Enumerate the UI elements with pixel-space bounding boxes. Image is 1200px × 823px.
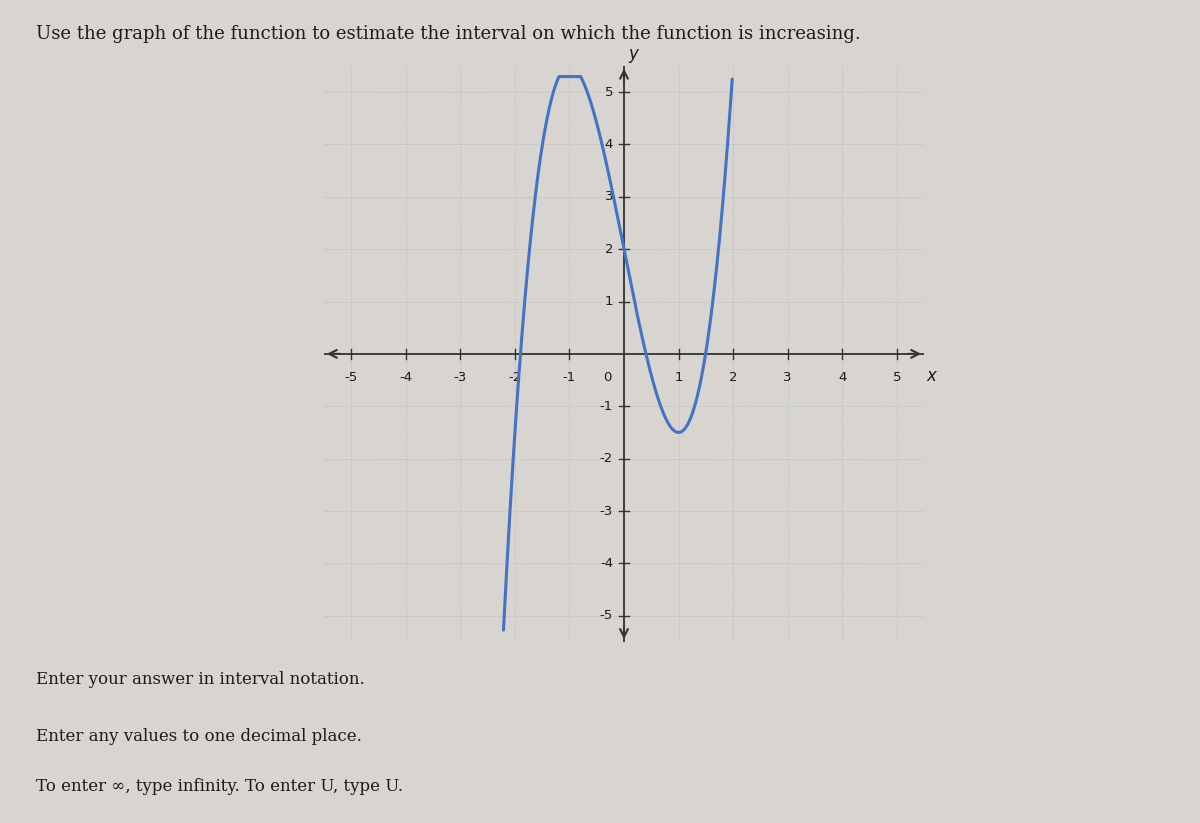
Text: 4: 4 [605, 138, 613, 151]
Text: 2: 2 [728, 370, 737, 384]
Text: y: y [629, 45, 638, 63]
Text: 1: 1 [605, 295, 613, 308]
Text: -5: -5 [344, 370, 358, 384]
Text: Enter your answer in interval notation.: Enter your answer in interval notation. [36, 671, 365, 688]
Text: -2: -2 [600, 452, 613, 465]
Text: 3: 3 [784, 370, 792, 384]
Text: 5: 5 [893, 370, 901, 384]
Text: -1: -1 [600, 400, 613, 413]
Text: 5: 5 [605, 86, 613, 99]
Text: Enter any values to one decimal place.: Enter any values to one decimal place. [36, 728, 362, 746]
Text: 0: 0 [604, 370, 612, 384]
Text: 4: 4 [838, 370, 846, 384]
Text: Use the graph of the function to estimate the interval on which the function is : Use the graph of the function to estimat… [36, 25, 860, 43]
Text: To enter ∞, type infinity. To enter U, type U.: To enter ∞, type infinity. To enter U, t… [36, 778, 403, 795]
Text: -4: -4 [400, 370, 413, 384]
Text: 2: 2 [605, 243, 613, 256]
Text: -2: -2 [509, 370, 522, 384]
Text: 3: 3 [605, 190, 613, 203]
Text: -1: -1 [563, 370, 576, 384]
Text: 1: 1 [674, 370, 683, 384]
Text: -4: -4 [600, 557, 613, 570]
Text: -5: -5 [600, 609, 613, 622]
Text: -3: -3 [454, 370, 467, 384]
Text: x: x [926, 367, 937, 385]
Text: -3: -3 [600, 504, 613, 518]
